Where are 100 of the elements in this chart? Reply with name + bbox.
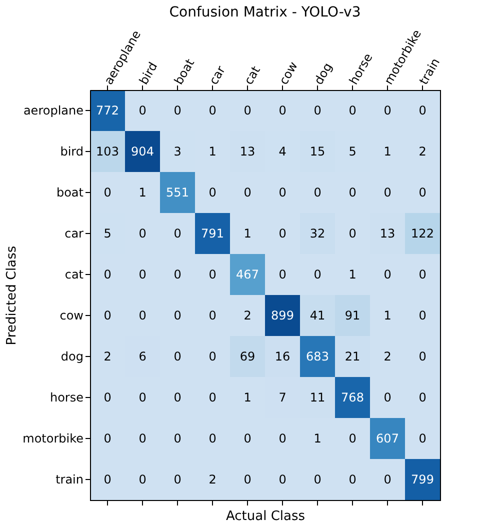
data-label: 0 (208, 350, 216, 364)
data-label: 0 (348, 186, 356, 200)
data-label: 6 (138, 350, 146, 364)
data-label: 0 (418, 186, 426, 200)
data-label: 2 (244, 308, 252, 322)
data-label: 0 (138, 432, 146, 446)
data-label: 5 (348, 144, 356, 158)
data-label: 0 (418, 390, 426, 404)
data-label: 0 (244, 472, 252, 486)
data-label: 607 (376, 432, 399, 446)
data-label: 0 (174, 226, 182, 240)
y-tick-label: aeroplane (23, 104, 84, 118)
data-label: 0 (104, 432, 112, 446)
chart-title: Confusion Matrix - YOLO-v3 (169, 4, 361, 20)
data-label: 7 (278, 390, 286, 404)
y-tick-label: car (64, 226, 84, 240)
data-label: 0 (384, 472, 392, 486)
data-label: 103 (96, 144, 119, 158)
data-label: 2 (104, 350, 112, 364)
x-axis-title: Actual Class (226, 509, 306, 524)
data-label: 0 (208, 432, 216, 446)
data-label: 0 (104, 472, 112, 486)
data-label: 0 (104, 186, 112, 200)
data-label: 2 (208, 472, 216, 486)
data-label: 1 (384, 144, 392, 158)
data-label: 0 (348, 432, 356, 446)
data-label: 768 (341, 390, 364, 404)
data-label: 904 (131, 144, 154, 158)
data-label: 0 (138, 226, 146, 240)
data-label: 0 (384, 186, 392, 200)
data-label: 0 (174, 268, 182, 282)
data-label: 0 (138, 472, 146, 486)
y-tick-label: train (56, 472, 84, 486)
data-label: 772 (96, 104, 119, 118)
data-label: 0 (278, 104, 286, 118)
data-label: 0 (208, 308, 216, 322)
data-label: 0 (174, 390, 182, 404)
data-label: 0 (138, 308, 146, 322)
data-label: 0 (418, 432, 426, 446)
y-axis-title: Predicted Class (4, 246, 20, 346)
data-label: 0 (208, 268, 216, 282)
data-label: 0 (208, 390, 216, 404)
data-label: 1 (348, 268, 356, 282)
data-label: 0 (278, 226, 286, 240)
data-label: 16 (274, 350, 290, 364)
y-tick-label: bird (60, 144, 84, 158)
data-label: 1 (208, 144, 216, 158)
data-label: 0 (384, 390, 392, 404)
y-tick-label: boat (56, 186, 84, 200)
y-tick-label: motorbike (22, 432, 84, 446)
y-tick-label: horse (50, 390, 84, 404)
data-label: 0 (208, 104, 216, 118)
data-label: 41 (310, 308, 326, 322)
data-label: 899 (271, 308, 294, 322)
data-label: 467 (236, 268, 259, 282)
data-label: 3 (174, 144, 182, 158)
data-label: 0 (244, 186, 252, 200)
y-tick-label: cow (60, 308, 84, 322)
data-label: 0 (384, 268, 392, 282)
data-label: 2 (384, 350, 392, 364)
data-label: 13 (240, 144, 256, 158)
data-label: 0 (138, 268, 146, 282)
data-label: 0 (174, 308, 182, 322)
data-label: 15 (310, 144, 326, 158)
data-label: 2 (418, 144, 426, 158)
data-label: 0 (244, 104, 252, 118)
y-tick-label: dog (60, 350, 84, 364)
data-label: 0 (174, 350, 182, 364)
data-label: 69 (240, 350, 256, 364)
data-label: 0 (174, 104, 182, 118)
data-label: 0 (278, 432, 286, 446)
data-label: 0 (314, 186, 322, 200)
data-label: 0 (278, 186, 286, 200)
data-label: 13 (380, 226, 396, 240)
data-label: 0 (384, 104, 392, 118)
data-label: 551 (166, 186, 189, 200)
data-label: 0 (138, 104, 146, 118)
data-label: 0 (348, 226, 356, 240)
data-label: 4 (278, 144, 286, 158)
data-label: 1 (244, 226, 252, 240)
x-tick-label: car (206, 64, 228, 87)
data-label: 1 (244, 390, 252, 404)
data-label: 1 (384, 308, 392, 322)
data-label: 0 (348, 472, 356, 486)
data-label: 0 (314, 472, 322, 486)
y-tick-label: cat (64, 268, 84, 282)
data-label: 0 (174, 432, 182, 446)
data-label: 0 (244, 432, 252, 446)
data-label: 0 (278, 268, 286, 282)
data-label: 0 (314, 268, 322, 282)
data-label: 0 (418, 308, 426, 322)
data-label: 0 (418, 350, 426, 364)
data-label: 0 (104, 268, 112, 282)
data-label: 0 (418, 268, 426, 282)
data-label: 0 (314, 104, 322, 118)
data-label: 5 (104, 226, 112, 240)
data-label: 0 (104, 308, 112, 322)
data-label: 683 (306, 350, 329, 364)
data-label: 1 (314, 432, 322, 446)
x-tick-label: cat (241, 64, 264, 87)
